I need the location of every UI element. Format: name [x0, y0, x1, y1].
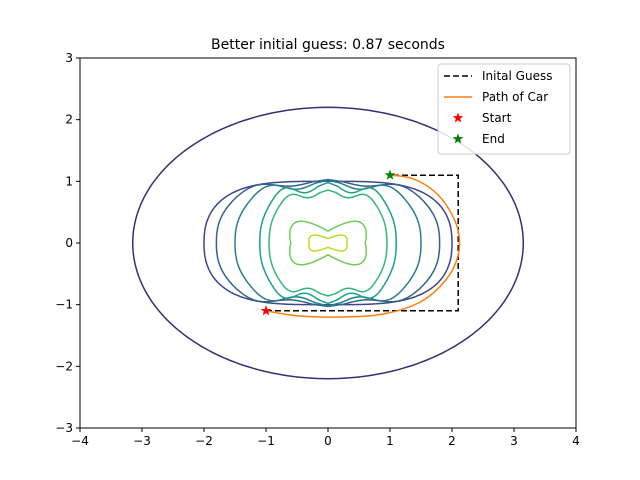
x-tick-label: −1: [257, 434, 275, 448]
end-marker: [384, 169, 396, 180]
y-tick-label: 3: [65, 51, 73, 65]
x-tick-label: −2: [195, 434, 213, 448]
legend-start-label: Start: [482, 111, 512, 125]
x-tick-label: −4: [71, 434, 89, 448]
legend-end-label: End: [482, 132, 505, 146]
contour-line-2: [215, 178, 441, 308]
x-tick-label: 2: [448, 434, 456, 448]
x-tick-label: 1: [386, 434, 394, 448]
contour-layer: [131, 106, 525, 380]
contour-line-5: [268, 189, 388, 297]
y-tick-label: −1: [55, 298, 73, 312]
x-tick-label: 3: [510, 434, 518, 448]
y-tick-label: 1: [65, 174, 73, 188]
contour-line-0: [131, 106, 525, 380]
x-tick-label: −3: [133, 434, 151, 448]
legend-path-of-car-label: Path of Car: [482, 90, 548, 104]
y-axis: −3 −2 −1 0 1 2 3: [55, 51, 80, 435]
legend: Inital Guess Path of Car Start End: [437, 63, 571, 155]
series-layer: [260, 169, 461, 318]
legend-box: [437, 63, 571, 155]
contour-line-3: [234, 179, 422, 307]
contour-line-1: [203, 180, 453, 306]
x-tick-label: 4: [572, 434, 580, 448]
legend-end-symbol: [452, 133, 464, 144]
x-tick-label: 0: [324, 434, 332, 448]
y-tick-label: 2: [65, 113, 73, 127]
x-axis: −4 −3 −2 −1 0 1 2 3 4: [71, 428, 580, 448]
legend-start-symbol: [452, 112, 464, 123]
y-tick-label: 0: [65, 236, 73, 250]
path-of-car-line: [265, 174, 461, 318]
legend-inital-guess-label: Inital Guess: [482, 69, 552, 83]
start-marker: [260, 305, 272, 316]
contour-line-7: [308, 234, 348, 252]
chart-title: Better initial guess: 0.87 seconds: [211, 37, 445, 53]
contour-line-6: [288, 220, 368, 266]
y-tick-label: −2: [55, 359, 73, 373]
y-tick-label: −3: [55, 421, 73, 435]
contour-line-4: [259, 181, 397, 305]
inital-guess-line: [266, 174, 459, 312]
